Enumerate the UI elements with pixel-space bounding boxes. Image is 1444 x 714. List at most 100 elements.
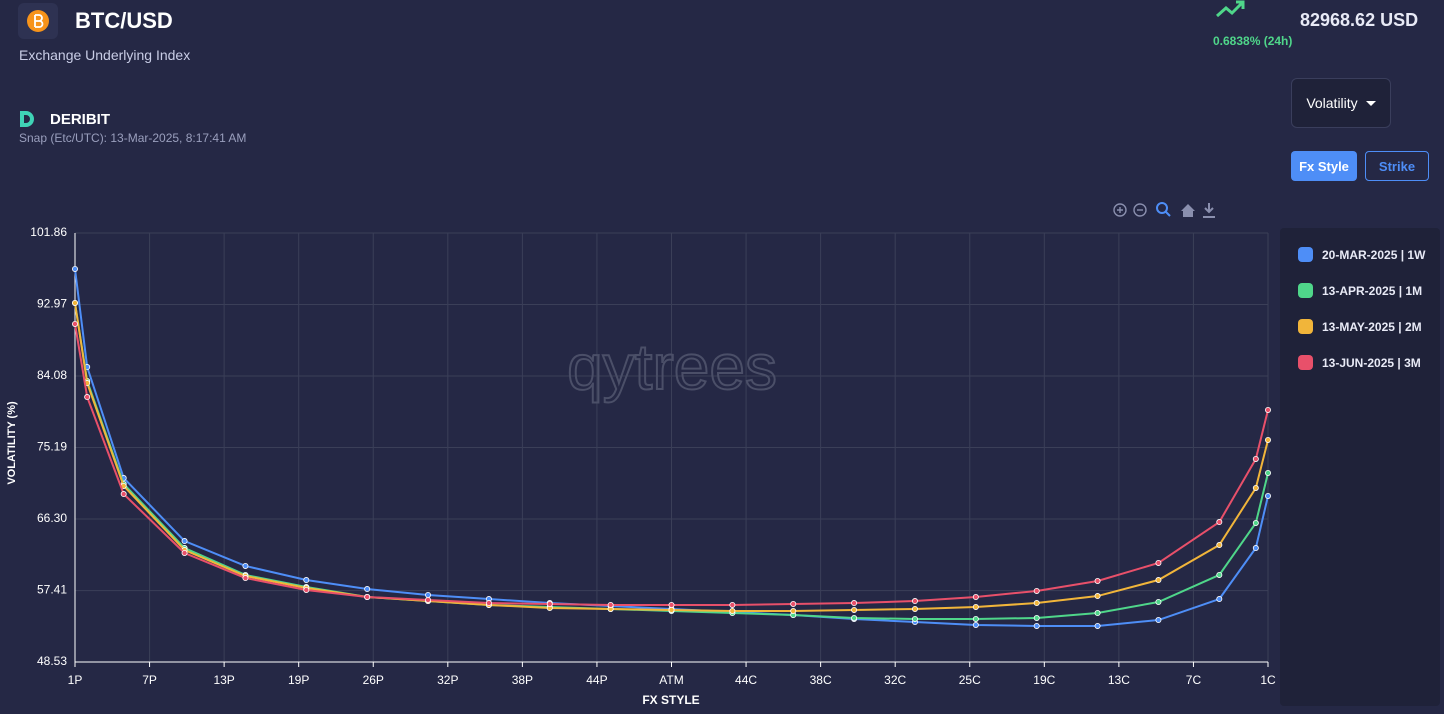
data-point: [120, 491, 127, 498]
data-point: [1094, 622, 1101, 629]
data-point: [1155, 577, 1162, 584]
data-point: [303, 587, 310, 594]
x-tick-label: 26P: [363, 673, 384, 687]
data-point: [84, 394, 91, 401]
data-point: [72, 320, 79, 327]
data-point: [729, 607, 736, 614]
x-tick-label: 38C: [810, 673, 832, 687]
data-point: [851, 606, 858, 613]
data-point: [1265, 436, 1272, 443]
data-point: [790, 601, 797, 608]
subtitle: Exchange Underlying Index: [19, 47, 191, 63]
strike-button[interactable]: Strike: [1365, 151, 1429, 181]
x-tick-label: 32P: [437, 673, 458, 687]
y-tick-label: 48.53: [37, 654, 67, 668]
data-point: [1094, 610, 1101, 617]
data-point: [972, 615, 979, 622]
data-point: [668, 601, 675, 608]
data-point: [851, 600, 858, 607]
legend-swatch: [1298, 319, 1313, 334]
data-point: [1033, 622, 1040, 629]
zoom-out-icon[interactable]: [1133, 203, 1147, 217]
data-point: [1155, 598, 1162, 605]
y-tick-label: 75.19: [37, 440, 67, 454]
data-point: [1033, 600, 1040, 607]
legend-label: 20-MAR-2025 | 1W: [1322, 248, 1426, 262]
dropdown[interactable]: Volatility: [1291, 78, 1391, 128]
data-point: [546, 601, 553, 608]
y-tick-label: 57.41: [37, 583, 67, 597]
deribit-icon: [20, 111, 34, 127]
data-point: [1252, 545, 1259, 552]
fx-style-button[interactable]: Fx Style: [1291, 151, 1357, 181]
data-point: [1265, 469, 1272, 476]
snap-time: Snap (Etc/UTC): 13-Mar-2025, 8:17:41 AM: [19, 131, 247, 145]
data-point: [1033, 614, 1040, 621]
data-point: [911, 598, 918, 605]
legend-label: 13-MAY-2025 | 2M: [1322, 320, 1422, 334]
zoom-select-icon[interactable]: [1156, 202, 1168, 214]
data-point: [972, 603, 979, 610]
x-tick-label: 32C: [884, 673, 906, 687]
y-tick-label: 101.86: [30, 225, 67, 239]
data-point: [1252, 485, 1259, 492]
x-tick-label: 13P: [213, 673, 234, 687]
x-tick-label: 13C: [1108, 673, 1130, 687]
x-axis-title: FX STYLE: [642, 693, 699, 707]
y-tick-label: 84.08: [37, 368, 67, 382]
trend-icon: [1236, 0, 1245, 9]
legend-label: 13-JUN-2025 | 3M: [1322, 356, 1421, 370]
data-point: [425, 591, 432, 598]
data-point: [911, 615, 918, 622]
price: 82968.62 USD: [1300, 10, 1419, 30]
data-point: [729, 601, 736, 608]
x-tick-label: 1C: [1260, 673, 1276, 687]
data-point: [1216, 519, 1223, 526]
dropdown-label: Volatility: [1306, 95, 1358, 111]
data-point: [1252, 455, 1259, 462]
data-point: [303, 577, 310, 584]
x-tick-label: 1P: [68, 673, 83, 687]
watermark: qytrees: [567, 331, 777, 403]
data-point: [364, 586, 371, 593]
x-tick-label: ATM: [659, 673, 683, 687]
data-point: [485, 600, 492, 607]
data-point: [851, 614, 858, 621]
x-tick-label: 19P: [288, 673, 309, 687]
data-point: [1265, 492, 1272, 499]
x-tick-label: 7P: [142, 673, 157, 687]
legend-swatch: [1298, 247, 1313, 262]
y-axis-title: VOLATILITY (%): [6, 401, 18, 485]
exchange: DERIBIT: [50, 111, 110, 128]
x-tick-label: 25C: [959, 673, 981, 687]
data-point: [972, 594, 979, 601]
x-tick-label: 38P: [512, 673, 533, 687]
data-point: [1155, 559, 1162, 566]
x-tick-label: 7C: [1186, 673, 1202, 687]
pair: BTC/USD: [75, 8, 173, 33]
x-tick-label: 44P: [586, 673, 607, 687]
data-point: [1216, 571, 1223, 578]
legend-label: 13-APR-2025 | 1M: [1322, 284, 1422, 298]
zoom-in-icon[interactable]: [1113, 203, 1127, 217]
data-point: [181, 538, 188, 545]
y-tick-label: 92.97: [37, 297, 67, 311]
data-point: [1216, 596, 1223, 603]
data-point: [242, 575, 249, 582]
data-point: [72, 265, 79, 272]
data-point: [1094, 577, 1101, 584]
data-point: [1252, 519, 1259, 526]
data-point: [72, 299, 79, 306]
data-point: [181, 550, 188, 557]
legend-swatch: [1298, 355, 1313, 370]
data-point: [242, 562, 249, 569]
x-tick-label: 44C: [735, 673, 757, 687]
home-icon[interactable]: [1181, 204, 1195, 217]
data-point: [972, 621, 979, 628]
data-point: [607, 601, 614, 608]
bitcoin-glyph: [34, 14, 44, 28]
download-icon[interactable]: [1203, 203, 1215, 218]
data-point: [911, 605, 918, 612]
caret: [1365, 100, 1376, 106]
